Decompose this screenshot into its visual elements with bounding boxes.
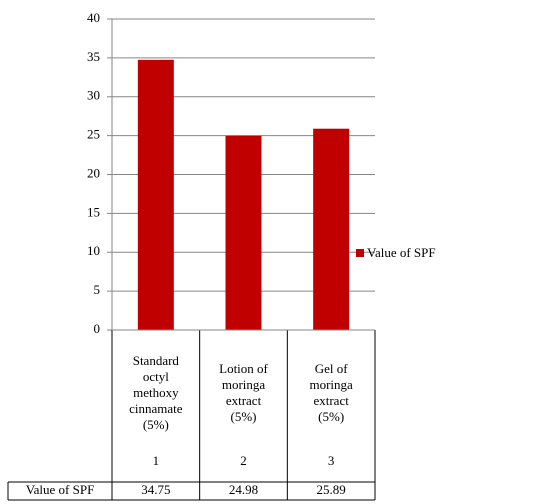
table-value: 34.75: [141, 482, 170, 497]
x-tick-label: Lotion of moringa extract (5%): [219, 361, 268, 424]
y-tick-label: 0: [94, 321, 101, 336]
y-tick-label: 5: [94, 282, 101, 297]
table-value: 24.98: [229, 482, 258, 497]
x-tick-label: Gel of moringa extract (5%): [309, 361, 353, 424]
y-tick-label: 40: [87, 10, 100, 25]
category-number: 2: [240, 453, 247, 468]
legend-label: Value of SPF: [367, 245, 436, 260]
legend-swatch: [356, 249, 364, 257]
category-number: 3: [328, 453, 335, 468]
y-tick-label: 25: [87, 127, 100, 142]
y-tick-label: 10: [87, 243, 100, 258]
table-value: 25.89: [317, 482, 346, 497]
y-tick-label: 30: [87, 88, 100, 103]
category-number: 1: [153, 453, 160, 468]
x-tick-label: Standard octyl methoxy cinnamate (5%): [129, 353, 183, 432]
bar: [313, 128, 350, 330]
table-row-header: Value of SPF: [26, 482, 95, 497]
y-tick-label: 20: [87, 165, 100, 180]
y-tick-label: 15: [87, 204, 100, 219]
bar: [225, 135, 262, 330]
bar: [137, 59, 174, 330]
y-tick-label: 35: [87, 49, 100, 64]
